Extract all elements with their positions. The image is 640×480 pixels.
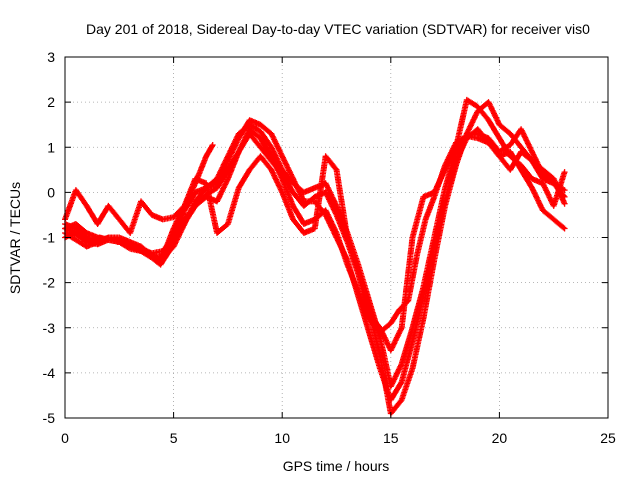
y-tick-label: -1	[43, 230, 56, 246]
y-tick-label: 3	[47, 49, 55, 65]
y-tick-label: -4	[43, 365, 56, 381]
x-tick-label: 20	[492, 430, 508, 446]
x-tick-label: 0	[61, 430, 69, 446]
x-tick-label: 25	[600, 430, 616, 446]
y-tick-label: 0	[47, 184, 55, 200]
x-tick-label: 10	[274, 430, 290, 446]
x-tick-label: 15	[383, 430, 399, 446]
y-tick-label: -5	[43, 410, 56, 426]
grid-lines	[65, 57, 608, 418]
x-tick-label: 5	[170, 430, 178, 446]
x-axis-label: GPS time / hours	[283, 458, 390, 474]
chart-title: Day 201 of 2018, Sidereal Day-to-day VTE…	[86, 21, 590, 37]
axis-ticks: 0 5 10 15 20 25 -5 -4 -3 -2 -1 0 1 2 3	[43, 49, 616, 446]
y-tick-label: 1	[47, 139, 55, 155]
y-tick-label: -2	[43, 275, 56, 291]
y-tick-label: -3	[43, 320, 56, 336]
y-axis-label: SDTVAR / TECUs	[7, 182, 23, 294]
y-tick-label: 2	[47, 94, 55, 110]
